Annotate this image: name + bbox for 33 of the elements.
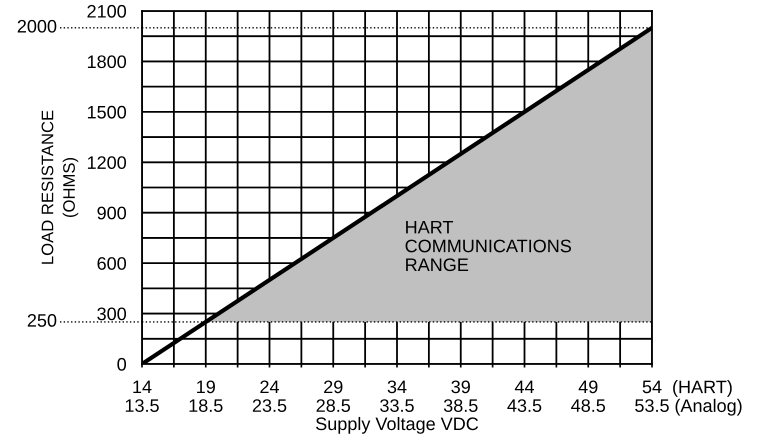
y-tick-label: 600 [98, 257, 126, 270]
x-axis-title: Supply Voltage VDC [316, 416, 478, 434]
y-tick-label: 1800 [88, 55, 126, 68]
ref-line-label: 2000 [18, 20, 56, 33]
y-tick-label: 1500 [88, 106, 126, 119]
x2-tick-label: 23.5 [252, 399, 286, 412]
x2-tick-label: 48.5 [571, 399, 606, 412]
x-tick-label: 24 [260, 380, 280, 394]
x2-tick-label: 13.5 [126, 399, 159, 412]
x2-tick-label: 38.5 [444, 399, 478, 412]
x-tick-label: 29 [324, 380, 342, 394]
ref-line-label: 250 [28, 314, 56, 327]
x2-tick-label: 28.5 [316, 399, 350, 412]
x2-tick-label: 53.5 [635, 399, 669, 412]
annotation: HART COMMUNICATIONS RANGE [406, 220, 571, 272]
x-tick-label: 39 [451, 380, 470, 394]
text: (HART) [673, 380, 732, 397]
x-tick-label: 14 [133, 380, 152, 394]
y-tick-label: 300 [97, 308, 126, 320]
x2-tick-label: 33.5 [380, 399, 414, 412]
x-tick-label: 34 [388, 380, 407, 394]
x-tick-label: 49 [578, 380, 598, 394]
y-tick-label: 900 [97, 206, 126, 220]
x-tick-label: 19 [197, 380, 215, 394]
x-tick-label: 44 [514, 380, 534, 394]
text: (Analog) [676, 398, 742, 416]
y-tick-label: 2100 [87, 4, 126, 18]
x2-tick-label: 43.5 [507, 399, 542, 412]
y-tick-label: 1200 [88, 156, 126, 170]
y-tick-label: 0 [117, 358, 126, 371]
x2-tick-label: 18.5 [190, 399, 223, 412]
x-tick-label: 54 [642, 380, 662, 394]
y-axis-title: LOAD RESISTANCE (OHMS) [42, 110, 78, 264]
